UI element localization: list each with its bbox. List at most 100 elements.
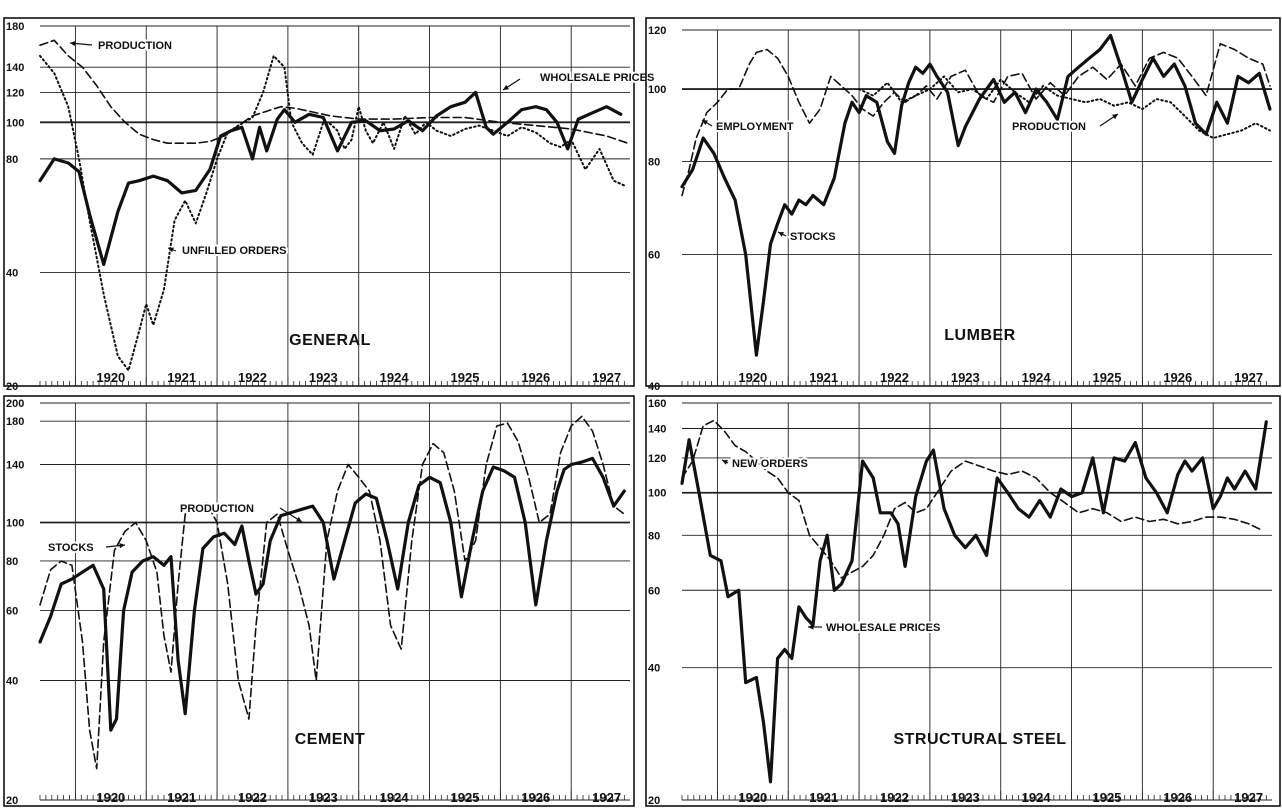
x-tick-label: 1923: [309, 790, 338, 805]
y-tick-label: 20: [648, 795, 660, 807]
x-tick-label: 1927: [592, 370, 621, 385]
annotation-arrowhead: [702, 120, 708, 125]
x-tick-label: 1927: [592, 790, 621, 805]
annotation-label: EMPLOYMENT: [716, 121, 794, 133]
y-tick-label: 100: [648, 488, 666, 500]
x-tick-label: 1927: [1234, 370, 1263, 385]
series-line-production: [38, 456, 626, 732]
series-line-wholesale-prices: [681, 419, 1264, 579]
y-tick-label: 120: [648, 453, 666, 465]
panel-title: LUMBER: [944, 327, 1015, 344]
y-tick-label: 160: [648, 398, 666, 410]
x-tick-label: 1926: [1163, 790, 1192, 805]
annotation-arrowhead: [778, 232, 784, 237]
annotation-arrowhead: [168, 247, 174, 253]
x-tick-label: 1925: [1093, 790, 1122, 805]
x-tick-label: 1922: [238, 790, 267, 805]
annotation-arrowhead: [722, 460, 728, 465]
annotation-label: WHOLESALE PRICES: [540, 72, 654, 84]
x-tick-label: 1921: [167, 370, 196, 385]
y-tick-label: 40: [6, 675, 18, 687]
y-tick-label: 140: [6, 62, 24, 74]
y-tick-label: 100: [6, 518, 24, 530]
y-tick-label: 60: [6, 606, 18, 618]
annotation-arrowhead: [1112, 114, 1118, 120]
y-tick-label: 180: [6, 416, 24, 428]
annotation-label: WHOLESALE PRICES: [826, 622, 940, 634]
y-tick-label: 180: [6, 21, 24, 33]
x-tick-label: 1921: [809, 370, 838, 385]
y-tick-label: 80: [6, 556, 18, 568]
annotation-label: PRODUCTION: [180, 503, 254, 515]
x-tick-label: 1923: [309, 370, 338, 385]
x-tick-label: 1926: [521, 370, 550, 385]
y-tick-label: 140: [648, 423, 666, 435]
series-line-production: [680, 33, 1272, 357]
y-tick-label: 40: [648, 663, 660, 675]
x-tick-label: 1924: [1022, 790, 1052, 805]
y-tick-label: 80: [6, 154, 18, 166]
annotation-arrowhead: [808, 624, 814, 630]
chart-panel-3: 20 40 60 80 100 120 140 160 1920 1921 1922 1923 1924…: [645, 395, 1281, 807]
y-tick-label: 40: [6, 267, 18, 279]
x-tick-label: 1921: [167, 790, 196, 805]
series-line-new-orders: [680, 420, 1268, 784]
x-tick-label: 1925: [451, 370, 480, 385]
x-tick-label: 1924: [380, 370, 410, 385]
x-tick-label: 1924: [1022, 370, 1052, 385]
annotation-arrowhead: [503, 84, 509, 90]
x-tick-label: 1922: [880, 790, 909, 805]
x-tick-label: 1920: [738, 790, 767, 805]
x-tick-label: 1927: [1234, 790, 1263, 805]
y-tick-label: 80: [648, 530, 660, 542]
y-tick-label: 60: [648, 585, 660, 597]
x-tick-label: 1925: [451, 790, 480, 805]
annotation-label: STOCKS: [48, 542, 94, 554]
y-tick-label: 40: [648, 381, 660, 393]
x-tick-label: 1920: [738, 370, 767, 385]
panel-title: CEMENT: [295, 731, 366, 748]
x-tick-label: 1922: [238, 370, 267, 385]
series-line-employment: [858, 75, 1271, 139]
x-tick-label: 1925: [1093, 370, 1122, 385]
y-tick-label: 20: [6, 381, 18, 393]
annotation-arrowhead: [296, 516, 302, 522]
annotation-label: UNFILLED ORDERS: [182, 245, 287, 257]
y-tick-label: 80: [648, 156, 660, 168]
annotation-label: PRODUCTION: [1012, 121, 1086, 133]
annotation-arrowhead: [119, 543, 125, 549]
x-tick-label: 1926: [521, 790, 550, 805]
series-line-stocks: [39, 415, 626, 770]
annotation-arrowhead: [70, 40, 76, 47]
panel-title: GENERAL: [289, 332, 371, 349]
series-line-production: [38, 90, 623, 266]
series-line-unfilled-orders: [39, 54, 626, 372]
annotation-label: NEW ORDERS: [732, 458, 808, 470]
x-tick-label: 1921: [809, 790, 838, 805]
y-tick-label: 60: [648, 250, 660, 262]
y-tick-label: 120: [648, 25, 666, 37]
annotation-label: PRODUCTION: [98, 40, 172, 52]
panel-frame: [645, 395, 1281, 807]
x-tick-label: 1920: [96, 790, 125, 805]
y-tick-label: 200: [6, 398, 24, 410]
x-tick-label: 1923: [951, 370, 980, 385]
x-tick-label: 1926: [1163, 370, 1192, 385]
y-tick-label: 100: [6, 117, 24, 129]
annotation-label: STOCKS: [790, 231, 836, 243]
x-tick-label: 1923: [951, 790, 980, 805]
x-tick-label: 1920: [96, 370, 125, 385]
chart-panel-2: 20 40 60 80 100 140 180 200 1920 1921 1922 1923 1924…: [3, 395, 635, 807]
chart-panel-0: 20 40 80 100 120 140 180 1920 1921 1922 1923 1924 19…: [3, 17, 656, 393]
y-tick-label: 140: [6, 459, 24, 471]
y-tick-label: 120: [6, 87, 24, 99]
panel-frame: [3, 395, 635, 807]
y-tick-label: 20: [6, 795, 18, 807]
series-line-stocks: [681, 43, 1271, 197]
panel-title: STRUCTURAL STEEL: [893, 731, 1066, 748]
x-tick-label: 1924: [380, 790, 410, 805]
x-tick-label: 1922: [880, 370, 909, 385]
chart-panel-1: 40 60 80 100 120 1920 1921 1922 1923 1924 1925 1926…: [645, 17, 1281, 393]
